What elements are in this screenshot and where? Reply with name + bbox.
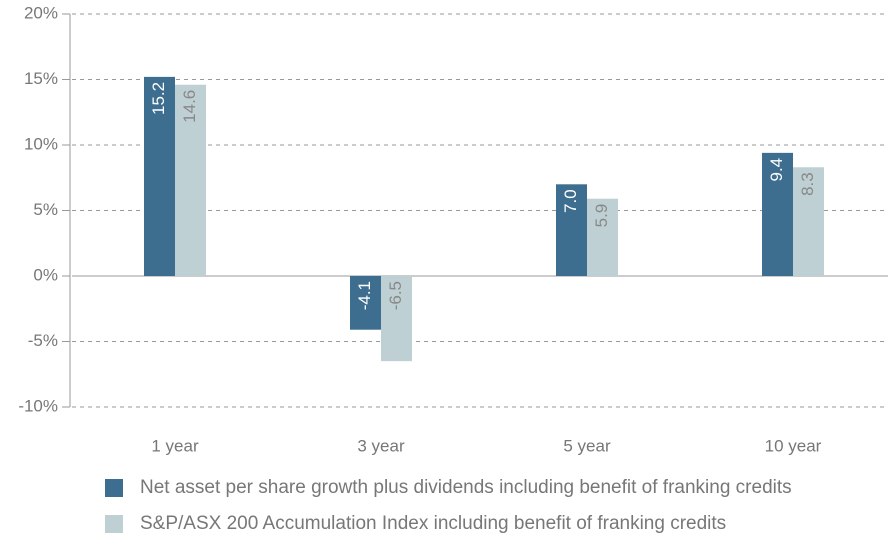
value-label: 8.3 xyxy=(798,172,817,196)
y-tick-label: 10% xyxy=(24,134,58,153)
x-tick-label: 1 year xyxy=(151,436,199,455)
value-label: -4.1 xyxy=(355,281,374,310)
legend-label: S&P/ASX 200 Accumulation Index including… xyxy=(140,513,726,534)
bar xyxy=(556,184,587,276)
bar xyxy=(381,276,412,362)
value-label: 15.2 xyxy=(149,82,168,115)
y-tick-label: 15% xyxy=(24,69,58,88)
y-tick-label: -5% xyxy=(28,331,58,350)
legend-swatch xyxy=(105,479,123,497)
bar xyxy=(793,167,824,276)
value-label: 7.0 xyxy=(561,189,580,213)
bar xyxy=(144,76,175,276)
y-tick-label: 20% xyxy=(24,3,58,22)
y-tick-label: 5% xyxy=(33,200,58,219)
legend-label: Net asset per share growth plus dividend… xyxy=(140,477,792,498)
value-label: 14.6 xyxy=(180,90,199,123)
value-label: 5.9 xyxy=(592,204,611,228)
value-label: 9.4 xyxy=(767,158,786,182)
x-tick-label: 5 year xyxy=(563,436,611,455)
value-label: -6.5 xyxy=(386,281,405,310)
y-tick-label: -10% xyxy=(18,396,58,415)
y-tick-label: 0% xyxy=(33,265,58,284)
bar xyxy=(350,276,381,330)
x-tick-label: 10 year xyxy=(765,436,822,455)
bar xyxy=(762,152,793,276)
bar xyxy=(587,198,618,276)
x-tick-label: 3 year xyxy=(357,436,405,455)
bar xyxy=(175,84,206,277)
legend-swatch xyxy=(105,515,123,533)
